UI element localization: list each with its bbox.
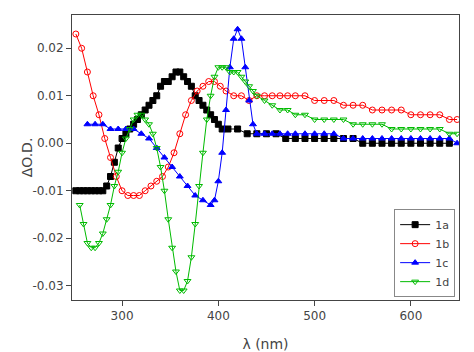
svg-text:ΔO.D.: ΔO.D. [19,138,35,178]
svg-text:0.01: 0.01 [37,89,64,103]
svg-text:1d: 1d [435,276,449,289]
svg-text:-0.02: -0.02 [33,231,64,245]
svg-text:-0.01: -0.01 [33,184,64,198]
svg-text:300: 300 [111,309,134,323]
svg-text:600: 600 [399,309,422,323]
svg-text:-0.03: -0.03 [33,279,64,293]
svg-text:400: 400 [207,309,230,323]
svg-text:λ (nm): λ (nm) [242,336,288,352]
svg-text:1a: 1a [435,219,449,232]
svg-text:500: 500 [303,309,326,323]
svg-text:1c: 1c [435,257,448,270]
svg-text:0.02: 0.02 [37,41,64,55]
svg-text:1b: 1b [435,238,449,251]
svg-text:0.00: 0.00 [37,136,64,150]
